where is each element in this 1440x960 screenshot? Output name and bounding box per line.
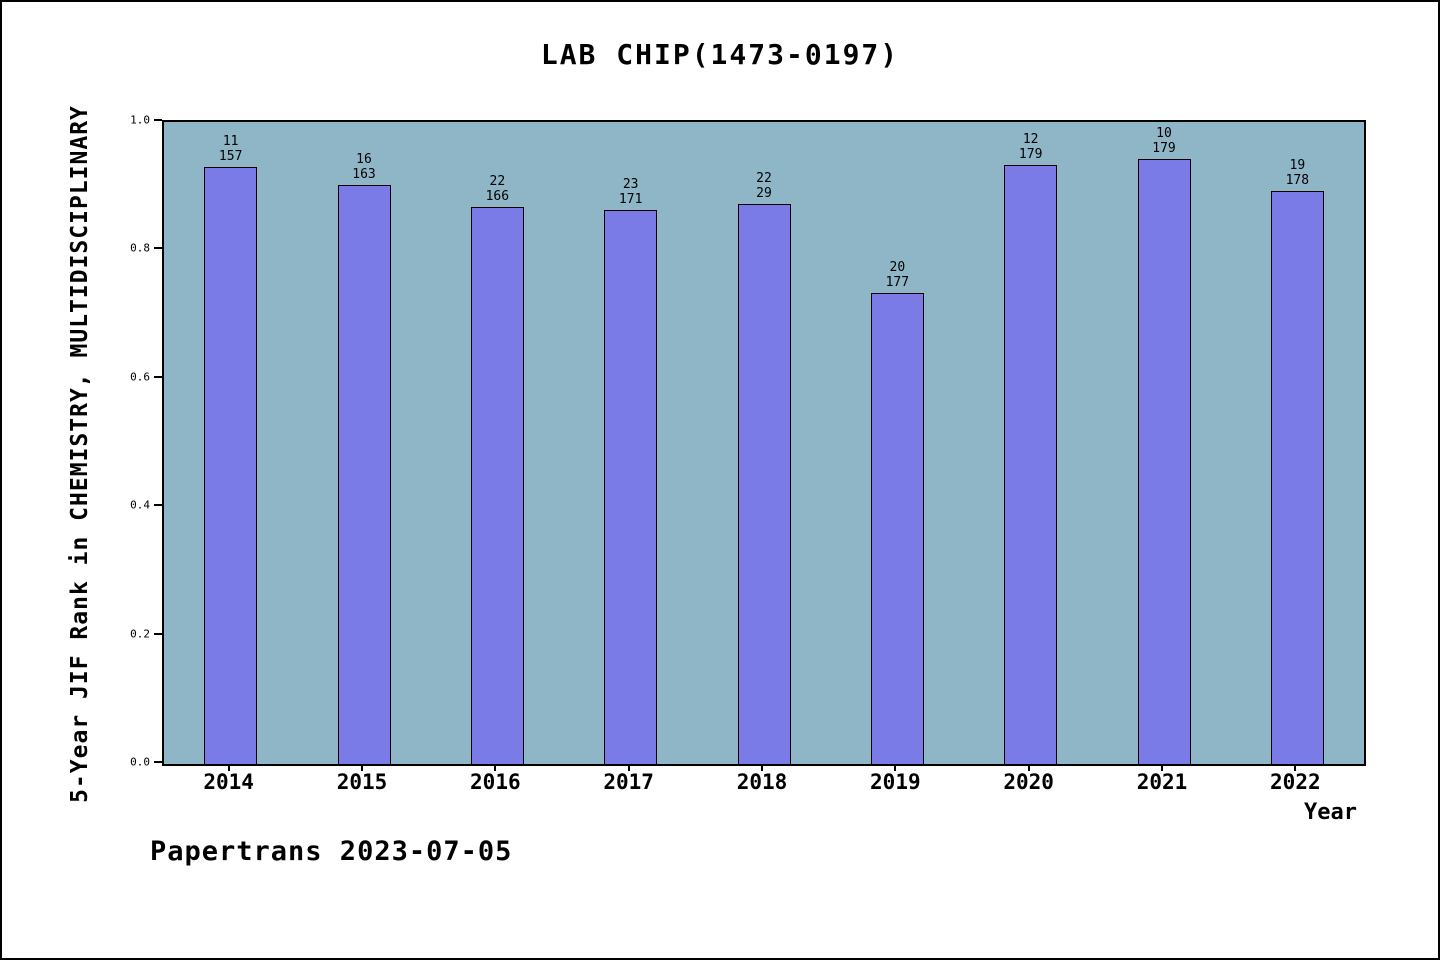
bar-value-label-2017: 23 171: [618, 177, 643, 207]
y-tick-mark: [154, 504, 162, 507]
bar-value-label-2018: 22 29: [756, 171, 772, 201]
x-tick-label-2015: 2015: [336, 770, 388, 794]
x-tick-label-2018: 2018: [736, 770, 788, 794]
y-tick-label-1.0: 1.0: [130, 113, 150, 127]
footer-text: Papertrans 2023-07-05: [150, 836, 513, 867]
bar-2017: [604, 210, 658, 764]
x-tick-label-2021: 2021: [1136, 770, 1188, 794]
bar-2022: [1270, 191, 1324, 764]
x-tick-label-2022: 2022: [1270, 770, 1321, 794]
bar-value-label-2022: 19 178: [1285, 158, 1310, 188]
bar-value-label-2019: 20 177: [885, 260, 910, 290]
bar-2021: [1137, 159, 1191, 764]
y-tick-mark: [154, 119, 162, 121]
bar-2016: [470, 207, 524, 764]
x-axis-label: Year: [1304, 800, 1357, 825]
x-tick-mark: [1027, 764, 1030, 771]
y-tick-label-0.2: 0.2: [130, 627, 150, 641]
y-tick-mark: [154, 247, 162, 250]
x-tick-label-2017: 2017: [603, 770, 654, 794]
plot-area: 11 157 16 163 22 166 23 171 22 29 20 177 12 179 10 179 1…: [162, 120, 1366, 766]
y-tick-label-0.4: 0.4: [130, 498, 150, 512]
x-tick-mark: [894, 764, 897, 771]
x-tick-label-2016: 2016: [470, 770, 521, 794]
chart-title: LAB CHIP(1473-0197): [540, 38, 900, 71]
x-tick-mark: [627, 764, 630, 771]
x-tick-mark: [1161, 764, 1163, 771]
bar-2015: [337, 185, 391, 764]
y-tick-mark: [154, 761, 162, 763]
bar-value-label-2014: 11 157: [218, 134, 243, 164]
bar-2014: [204, 167, 258, 764]
x-tick-mark: [761, 764, 763, 771]
y-tick-label-0.0: 0.0: [130, 755, 150, 769]
x-tick-mark: [494, 764, 497, 771]
bar-value-label-2015: 16 163: [352, 152, 376, 182]
bar-2020: [1004, 165, 1058, 764]
x-tick-mark: [227, 764, 230, 771]
x-tick-mark: [1294, 764, 1297, 771]
y-tick-mark: [154, 632, 162, 635]
bar-2018: [737, 204, 791, 764]
y-tick-label-0.6: 0.6: [130, 370, 150, 384]
x-tick-mark: [361, 764, 363, 771]
x-tick-label-2019: 2019: [870, 770, 921, 794]
y-tick-mark: [154, 375, 162, 378]
x-tick-label-2020: 2020: [1003, 770, 1054, 794]
x-tick-label-2014: 2014: [203, 770, 254, 794]
bar-2019: [870, 293, 924, 764]
y-axis-label: 5-Year JIF Rank in CHEMISTRY, MULTIDISCI…: [67, 105, 93, 803]
y-tick-label-0.8: 0.8: [130, 241, 150, 255]
bar-value-label-2016: 22 166: [485, 174, 510, 204]
bar-value-label-2021: 10 179: [1152, 126, 1176, 156]
bar-value-label-2020: 12 179: [1018, 132, 1043, 162]
